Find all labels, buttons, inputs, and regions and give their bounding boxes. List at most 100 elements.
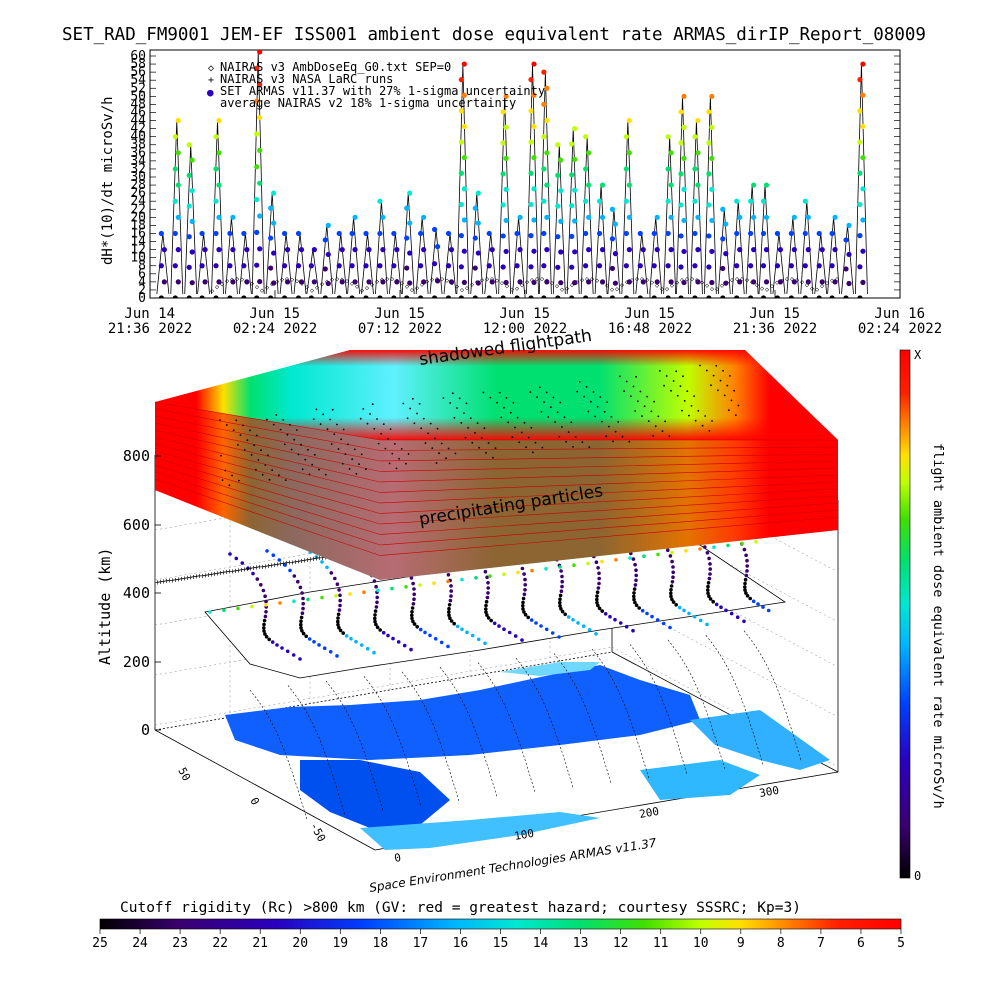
orbit-point	[507, 630, 512, 635]
slab-mark	[647, 420, 650, 422]
slab-mark	[590, 400, 592, 403]
iss-stream-marker: +	[290, 558, 295, 567]
iss-stream-marker: +	[167, 576, 172, 585]
armas-point	[254, 295, 260, 298]
slab-mark	[681, 409, 683, 412]
nairas-marker: ◇	[460, 286, 465, 294]
slab-mark	[311, 463, 314, 466]
orbit-point	[486, 616, 491, 620]
y-tick-label: 60	[130, 49, 146, 64]
orbit-point	[381, 630, 386, 635]
orbit-point	[560, 579, 564, 584]
armas-point	[709, 279, 715, 286]
iss-stream-marker: +	[275, 560, 280, 569]
nairas-marker: ◇	[745, 276, 750, 284]
armas-point	[404, 205, 410, 211]
armas-point	[720, 295, 726, 298]
slab-mark	[307, 448, 309, 451]
map-land-europe-asia	[225, 665, 700, 760]
slab-mark	[547, 416, 550, 418]
flightpath-edge-point	[292, 599, 296, 603]
nairas-marker: ◇	[710, 285, 715, 293]
armas-point	[805, 247, 811, 253]
armas-point	[609, 295, 616, 298]
armas-point	[199, 263, 205, 269]
armas-point	[751, 247, 757, 253]
slab-mark	[552, 396, 555, 399]
slab-mark	[358, 463, 360, 466]
nairas-marker: ◇	[225, 277, 230, 285]
slab-mark	[652, 435, 654, 437]
armas-point	[723, 280, 729, 286]
armas-point	[681, 124, 687, 130]
slab-mark	[543, 401, 545, 404]
flightpath-edge-point	[320, 595, 324, 600]
cutoff-tick-label: 6	[857, 936, 865, 951]
iss-stream-marker: +	[299, 556, 304, 565]
armas-point	[489, 279, 495, 285]
armas-point	[678, 202, 684, 208]
armas-point	[544, 214, 550, 220]
orbit-point	[705, 551, 710, 555]
orbit-point	[670, 559, 674, 564]
armas-point	[860, 155, 866, 161]
slab-mark	[570, 421, 573, 424]
iss-stream-marker: +	[170, 576, 175, 585]
armas-point	[860, 61, 866, 67]
slab-mark	[561, 426, 563, 428]
armas-point	[748, 295, 754, 298]
armas-point	[829, 230, 835, 237]
slab-mark	[565, 440, 567, 443]
armas-point	[475, 280, 481, 286]
nairas-marker: ◇	[550, 279, 555, 287]
slab-mark	[369, 413, 371, 415]
slab-stripe	[154, 401, 838, 441]
slab-mark	[623, 390, 625, 393]
slab-stripe	[154, 478, 839, 556]
iss-stream-marker: +	[263, 562, 268, 571]
orbit-point	[336, 612, 341, 617]
armas-point	[241, 295, 247, 298]
nairas-marker: ◇	[665, 285, 670, 293]
armas-point	[404, 265, 410, 271]
orbit-point	[743, 585, 747, 589]
nairas-marker: ◇	[615, 285, 620, 293]
slab-mark	[679, 385, 682, 387]
slab-mark	[220, 454, 222, 457]
slab-mark	[734, 414, 737, 417]
slab-mark	[619, 375, 621, 378]
cutoff-tick-label: 13	[573, 936, 589, 951]
slab-mark	[324, 473, 327, 476]
nairas-marker: ◇	[595, 276, 600, 284]
orbit-point	[566, 615, 571, 619]
nairas-marker: ◇	[390, 275, 395, 283]
slab-mark	[329, 418, 331, 421]
nairas-marker: ◇	[505, 282, 510, 290]
orbit-point	[550, 631, 555, 635]
slab-mark	[634, 410, 637, 412]
slab-stripe	[154, 415, 839, 462]
armas-point	[572, 156, 578, 162]
armas-point	[692, 230, 698, 237]
lat-tick-neg50: -50	[307, 820, 328, 844]
orbit-point	[280, 646, 284, 650]
orbit-point	[265, 549, 269, 553]
orbit-point	[338, 593, 342, 598]
orbit-point	[735, 615, 740, 619]
orbit-point	[529, 618, 534, 622]
legend-item-nairas-sep: NAIRAS v3 AmbDoseEq_G0.txt SEP=0	[220, 60, 451, 74]
iss-stream-marker: +	[194, 572, 199, 581]
orbit-point	[485, 595, 490, 600]
orbit-point	[374, 622, 378, 627]
nairas-marker: ◇	[360, 286, 365, 294]
slab-mark	[527, 436, 530, 439]
orbit-point	[373, 613, 377, 617]
armas-point	[651, 230, 657, 237]
slab-mark	[458, 397, 461, 400]
nairas-marker: ◇	[465, 284, 470, 292]
armas-point	[723, 251, 729, 257]
orbit-point	[262, 626, 266, 630]
orbit-point	[263, 594, 267, 598]
orbit-point	[240, 561, 245, 565]
armas-point	[514, 230, 520, 237]
